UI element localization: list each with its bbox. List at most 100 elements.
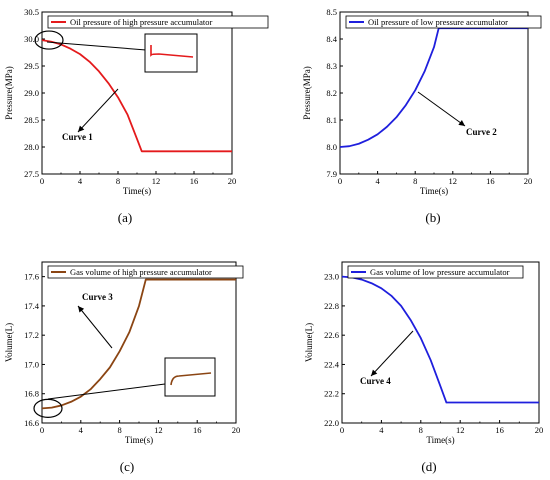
legend-box <box>345 15 542 29</box>
x-tick-label: 20 <box>232 425 241 435</box>
annotation-arrow <box>417 91 466 127</box>
annotation-arrowhead <box>371 369 378 376</box>
series-line <box>339 27 528 148</box>
y-tick-label: 8.0 <box>326 142 337 152</box>
y-tick-label: 8.4 <box>326 34 337 44</box>
zoom-ellipse <box>33 398 63 418</box>
y-tick-label: 30.5 <box>24 7 39 17</box>
y-tick-label: 17.4 <box>24 301 40 311</box>
x-tick-label: 8 <box>117 425 121 435</box>
legend-box <box>347 265 524 279</box>
x-axis-label: Time(s) <box>125 435 153 445</box>
plot-frame <box>341 261 540 424</box>
legend-box <box>47 15 269 29</box>
y-tick-label: 22.2 <box>324 389 339 399</box>
x-tick-label: 4 <box>379 425 384 435</box>
series-line <box>41 278 236 410</box>
y-axis-label: Volume(L) <box>4 323 14 362</box>
curve-label: Curve 3 <box>82 292 113 302</box>
annotation-arrowhead <box>78 306 85 313</box>
y-tick-label: 22.6 <box>324 330 339 340</box>
zoom-inset-curve <box>170 372 212 386</box>
plot-frame <box>41 11 233 175</box>
x-tick-label: 4 <box>375 176 380 186</box>
y-tick-label: 8.2 <box>326 88 337 98</box>
chart-panel-d: 0 4 8 12 16 20 22.0 22.2 22.4 22.6 22.8 23.0 Time(s)… <box>304 261 544 474</box>
y-tick-label: 28.5 <box>24 115 39 125</box>
x-tick-label: 0 <box>40 176 44 186</box>
x-tick-label: 0 <box>338 176 342 186</box>
x-axis-label: Time(s) <box>420 186 448 196</box>
y-tick-label: 17.0 <box>24 359 39 369</box>
y-tick-label: 30.0 <box>24 34 39 44</box>
x-tick-label: 20 <box>524 176 533 186</box>
x-tick-label: 8 <box>413 176 417 186</box>
y-tick-label: 22.0 <box>324 418 339 428</box>
plot-frame <box>41 261 237 424</box>
y-tick-label: 17.6 <box>24 272 39 282</box>
y-tick-label: 8.3 <box>326 61 337 71</box>
legend-label: Gas volume of low pressure accumulator <box>370 267 510 277</box>
y-tick-label: 22.8 <box>324 301 339 311</box>
x-tick-label: 12 <box>154 425 163 435</box>
y-axis-label: Pressure(MPa) <box>302 66 312 120</box>
x-tick-label: 0 <box>40 425 44 435</box>
x-tick-label: 12 <box>449 176 458 186</box>
x-tick-label: 20 <box>228 176 237 186</box>
x-axis-label: Time(s) <box>426 435 454 445</box>
y-tick-label: 16.8 <box>24 389 39 399</box>
plot-frame <box>339 11 529 175</box>
panel-label: (c) <box>120 459 134 474</box>
y-axis-label: Pressure(MPa) <box>4 66 14 120</box>
annotation-arrowhead <box>458 120 465 126</box>
series-line <box>341 275 539 404</box>
x-tick-label: 16 <box>495 425 504 435</box>
annotation-arrowhead <box>78 125 85 132</box>
y-tick-label: 29.5 <box>24 61 39 71</box>
x-tick-label: 12 <box>152 176 161 186</box>
zoom-ellipse <box>34 30 64 50</box>
chart-panel-c: 0 4 8 12 16 20 16.6 16.8 17.0 17.2 17.4 17.6 Time(s)… <box>4 261 244 474</box>
chart-panel-a: 0 4 8 12 16 20 27.5 28.0 28.5 29.0 29.5 30.0 30.5 Tim… <box>4 7 269 225</box>
zoom-inset-box <box>164 357 216 397</box>
y-axis-label: Volume(L) <box>304 323 314 362</box>
legend-label: Oil pressure of low pressure accumulator <box>368 17 508 27</box>
legend-box <box>47 265 244 279</box>
zoom-connector <box>47 383 166 400</box>
x-tick-label: 16 <box>190 176 199 186</box>
panel-label: (b) <box>425 210 440 225</box>
x-tick-label: 8 <box>419 425 423 435</box>
panel-label: (a) <box>118 210 132 225</box>
y-tick-label: 22.4 <box>324 359 340 369</box>
x-tick-label: 16 <box>486 176 495 186</box>
x-tick-label: 20 <box>535 425 544 435</box>
x-tick-label: 4 <box>78 176 83 186</box>
zoom-connector <box>46 41 147 51</box>
x-tick-label: 12 <box>456 425 465 435</box>
y-tick-label: 17.2 <box>24 330 39 340</box>
annotation-arrow <box>77 88 119 133</box>
annotation-arrow <box>77 305 113 349</box>
series-line <box>41 39 232 153</box>
y-tick-label: 16.6 <box>24 418 39 428</box>
zoom-inset-curve <box>150 45 194 58</box>
curve-label: Curve 2 <box>466 127 497 137</box>
y-tick-label: 27.5 <box>24 169 39 179</box>
x-tick-label: 4 <box>79 425 84 435</box>
annotation-arrow <box>370 330 414 377</box>
y-tick-label: 29.0 <box>24 88 39 98</box>
zoom-inset-box <box>144 33 198 73</box>
y-tick-label: 28.0 <box>24 142 39 152</box>
chart-panel-b: 0 4 8 12 16 20 7.9 8.0 8.1 8.2 8.3 8.4 8.5 Time(s) Pre… <box>302 7 542 225</box>
y-tick-label: 8.1 <box>326 115 337 125</box>
legend-label: Oil pressure of high pressure accumulato… <box>70 17 212 27</box>
curve-label: Curve 1 <box>62 132 93 142</box>
y-tick-label: 23.0 <box>324 272 339 282</box>
x-axis-label: Time(s) <box>123 186 151 196</box>
x-tick-label: 8 <box>116 176 120 186</box>
y-tick-label: 7.9 <box>326 169 337 179</box>
x-tick-label: 0 <box>340 425 344 435</box>
curve-label: Curve 4 <box>360 376 391 386</box>
x-tick-label: 16 <box>193 425 202 435</box>
